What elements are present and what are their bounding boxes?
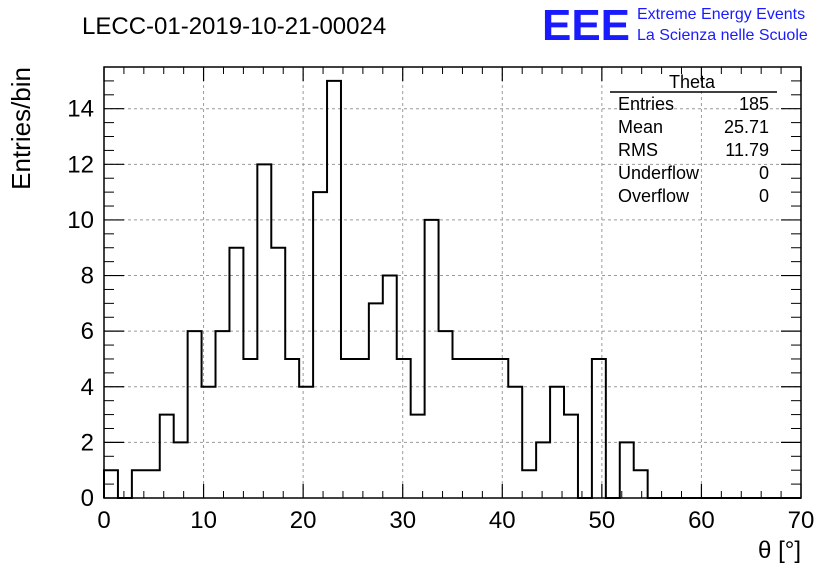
x-tick-labels: 0 10 20 30 40 50 60 70: [97, 507, 814, 534]
histogram-bin: [188, 331, 202, 498]
histogram-bin: [257, 164, 271, 498]
histogram-bin: [369, 303, 383, 498]
histogram-bin: [620, 442, 634, 498]
histogram-bin: [439, 331, 453, 498]
histogram-bin: [160, 415, 174, 498]
y-axis-ticks: [104, 66, 801, 499]
y-tick-label: 8: [81, 263, 94, 290]
stats-row-label: RMS: [618, 140, 658, 160]
histogram-bin: [271, 248, 285, 498]
stats-box: Theta Entries 185 Mean 25.71 RMS 11.79 Underfl…: [610, 72, 777, 206]
y-tick-label: 4: [81, 374, 94, 401]
x-tick-label: 20: [290, 507, 317, 534]
grid-lines: [104, 67, 801, 498]
stats-row-value: 0: [759, 186, 769, 206]
y-tick-label: 6: [81, 318, 94, 345]
stats-row-value: 185: [739, 94, 769, 114]
histogram-bin: [341, 359, 355, 498]
x-tick-label: 0: [97, 507, 110, 534]
stats-row-label: Entries: [618, 94, 674, 114]
histogram-bin: [299, 387, 313, 498]
chart-title: LECC-01-2019-10-21-00024: [82, 13, 386, 40]
stats-row-label: Mean: [618, 117, 663, 137]
x-axis-label: θ [°]: [758, 537, 801, 564]
y-tick-labels: 0 2 4 6 8 10 12 14: [67, 96, 94, 512]
histogram-bin: [229, 248, 243, 498]
x-axis-ticks: [103, 67, 802, 498]
histogram-bin: [592, 359, 606, 498]
stats-row-label: Underflow: [618, 163, 700, 183]
y-axis-label: Entries/bin: [6, 67, 36, 190]
x-tick-label: 40: [489, 507, 516, 534]
histogram-outline: [103, 79, 801, 499]
y-tick-label: 2: [81, 429, 94, 456]
x-tick-label: 10: [190, 507, 217, 534]
stats-row-value: 11.79: [725, 140, 769, 160]
histogram-bin: [174, 442, 188, 498]
stats-rows: Entries 185 Mean 25.71 RMS 11.79 Underflow 0 Ove…: [618, 94, 769, 206]
x-tick-label: 30: [389, 507, 416, 534]
eee-logo: EEE Extreme Energy Events La Scienza nel…: [542, 1, 808, 50]
stats-row-value: 25.71: [724, 117, 769, 137]
plot-frame: [103, 66, 802, 499]
histogram-bin: [355, 359, 369, 498]
x-tick-label: 70: [788, 507, 815, 534]
histogram-bin: [285, 359, 299, 498]
y-tick-label: 0: [81, 485, 94, 512]
y-tick-label: 14: [67, 96, 94, 123]
logo-line-2: La Scienza nelle Scuole: [637, 27, 808, 44]
histogram-bars: [104, 81, 648, 498]
histogram-bin: [327, 81, 341, 498]
histogram-bin: [411, 415, 425, 498]
histogram-bin: [146, 470, 160, 498]
logo-line-1: Extreme Energy Events: [637, 6, 805, 23]
logo-letters: EEE: [542, 1, 630, 50]
x-tick-label: 60: [688, 507, 715, 534]
histogram-bin: [243, 359, 257, 498]
histogram-bin: [522, 470, 536, 498]
histogram-bin: [453, 359, 467, 498]
stats-row-value: 0: [759, 163, 769, 183]
stats-name: Theta: [669, 72, 716, 92]
histogram-bin: [313, 192, 327, 498]
y-tick-label: 10: [67, 207, 94, 234]
histogram-bin: [466, 359, 480, 498]
y-tick-label: 12: [67, 151, 94, 178]
histogram-bin: [397, 359, 411, 498]
histogram-bin: [425, 220, 439, 498]
histogram-bin: [634, 470, 648, 498]
histogram-bin: [494, 359, 508, 498]
histogram-bin: [216, 331, 230, 498]
histogram-bin: [564, 415, 578, 498]
histogram-bin: [536, 442, 550, 498]
histogram-bin: [480, 359, 494, 498]
stats-row-label: Overflow: [618, 186, 690, 206]
x-tick-label: 50: [589, 507, 616, 534]
